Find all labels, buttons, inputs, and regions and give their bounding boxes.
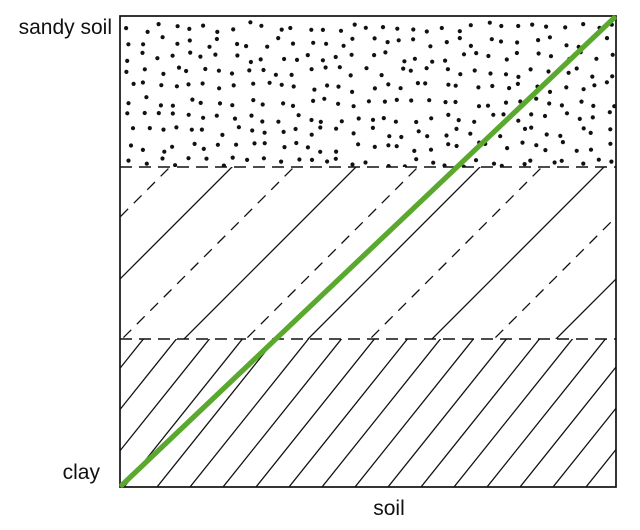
x-axis-label: soil: [373, 497, 405, 520]
y-axis-label-sandy-soil: sandy soil: [18, 16, 112, 39]
y-axis-label-clay: clay: [62, 461, 100, 484]
